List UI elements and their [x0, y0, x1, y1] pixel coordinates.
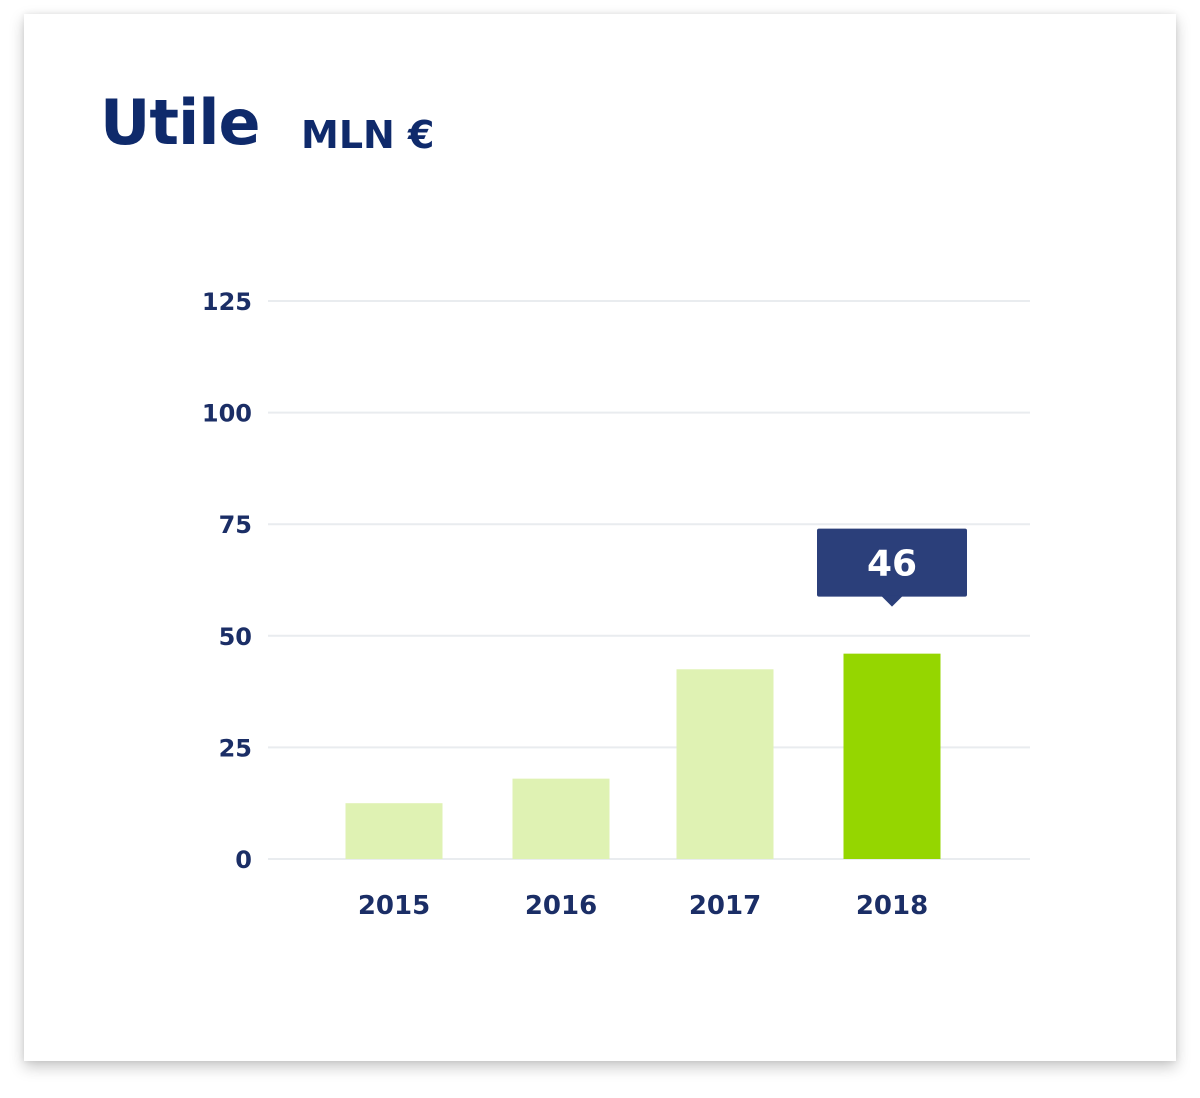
chart-unit: MLN € — [301, 113, 435, 157]
y-tick-label: 75 — [219, 511, 252, 539]
chart-card: Utile MLN € 0 25 50 75 100 125 2015 2016 2017 201… — [24, 14, 1176, 1061]
y-tick-label: 25 — [219, 734, 252, 762]
bar-2017 — [676, 669, 774, 859]
value-callout: 46 — [817, 528, 967, 607]
callout-pointer — [881, 595, 903, 607]
x-category-label: 2015 — [358, 891, 430, 921]
bar-2015 — [345, 803, 443, 859]
callout-box — [817, 528, 967, 597]
y-tick-label: 100 — [202, 400, 252, 428]
y-tick-label: 0 — [235, 846, 252, 874]
y-tick-label: 50 — [219, 623, 252, 651]
callout-value: 46 — [867, 544, 917, 585]
bar-2018 — [843, 653, 941, 859]
chart-title: Utile — [100, 86, 261, 159]
bar-2016 — [512, 778, 610, 859]
x-category-label: 2017 — [689, 891, 761, 921]
y-tick-label: 125 — [202, 288, 252, 316]
bar-chart: 0 25 50 75 100 125 2015 2016 2017 2018 46 — [202, 288, 1030, 921]
x-category-label: 2016 — [525, 891, 597, 921]
x-category-label: 2018 — [856, 891, 928, 921]
